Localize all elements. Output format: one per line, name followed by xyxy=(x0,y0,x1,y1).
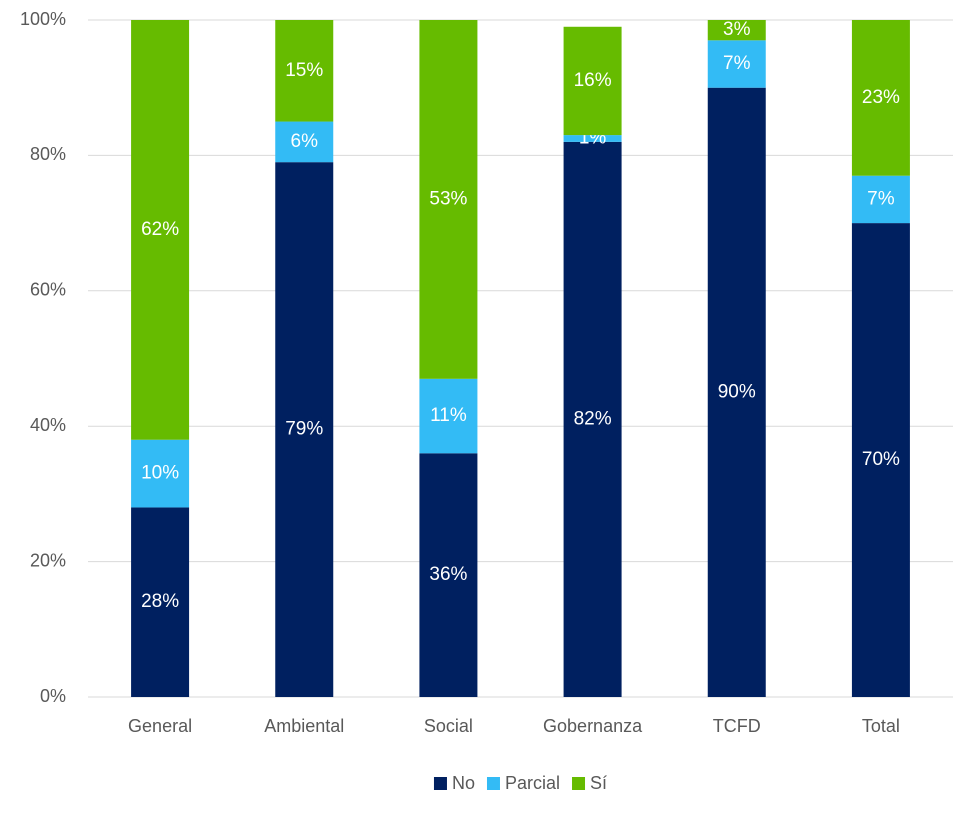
data-label: 11% xyxy=(430,405,467,426)
bar-segment xyxy=(851,20,910,176)
data-label: 79% xyxy=(285,419,323,440)
legend-swatch xyxy=(486,777,500,790)
bar-segment xyxy=(707,40,766,88)
legend-label: Parcial xyxy=(505,773,560,793)
bar-segment xyxy=(563,141,622,698)
data-label: 90% xyxy=(718,381,756,402)
data-label: 3% xyxy=(723,19,751,40)
x-tick-label: Social xyxy=(424,716,473,736)
data-label: 62% xyxy=(141,219,179,240)
y-tick-label: 40% xyxy=(30,415,66,435)
data-label: 23% xyxy=(862,87,900,108)
data-label: 7% xyxy=(723,53,751,74)
y-tick-label: 0% xyxy=(40,686,66,706)
data-label: 16% xyxy=(574,70,612,91)
bar-segment xyxy=(707,20,766,41)
data-label: 15% xyxy=(285,60,323,81)
y-tick-label: 100% xyxy=(20,9,66,29)
bar-segment xyxy=(563,26,622,136)
data-label: 10% xyxy=(141,463,179,484)
y-tick-label: 60% xyxy=(30,280,66,300)
bar-segment xyxy=(131,507,190,697)
bar-segment xyxy=(131,439,190,508)
bar-segment xyxy=(275,162,334,698)
data-label: 7% xyxy=(867,188,895,209)
data-label: 6% xyxy=(291,131,319,152)
bar-segment xyxy=(707,87,766,697)
legend-label: Sí xyxy=(590,773,607,793)
legend-swatch xyxy=(433,777,447,790)
x-tick-label: Gobernanza xyxy=(543,716,643,736)
data-label: 82% xyxy=(574,408,612,429)
legend-label: No xyxy=(452,773,475,793)
bar-segment xyxy=(419,20,478,379)
y-tick-label: 80% xyxy=(30,144,66,164)
data-label: 70% xyxy=(862,449,900,470)
bar-segment xyxy=(131,20,190,440)
bar-segment xyxy=(275,20,334,122)
bar-segment xyxy=(419,453,478,697)
y-tick-label: 20% xyxy=(30,550,66,570)
bar-segment xyxy=(851,223,910,697)
bar-segment xyxy=(851,175,910,224)
legend-swatch xyxy=(572,777,586,790)
x-tick-label: Total xyxy=(862,716,900,736)
data-label: 36% xyxy=(429,564,467,585)
bar-segment xyxy=(419,378,478,454)
data-label: 53% xyxy=(429,188,467,209)
x-tick-label: General xyxy=(128,716,192,736)
data-label: 28% xyxy=(141,591,179,612)
x-tick-label: Ambiental xyxy=(264,716,344,736)
x-tick-label: TCFD xyxy=(713,716,761,736)
bar-segment xyxy=(275,121,334,163)
bar-segment xyxy=(563,135,622,142)
